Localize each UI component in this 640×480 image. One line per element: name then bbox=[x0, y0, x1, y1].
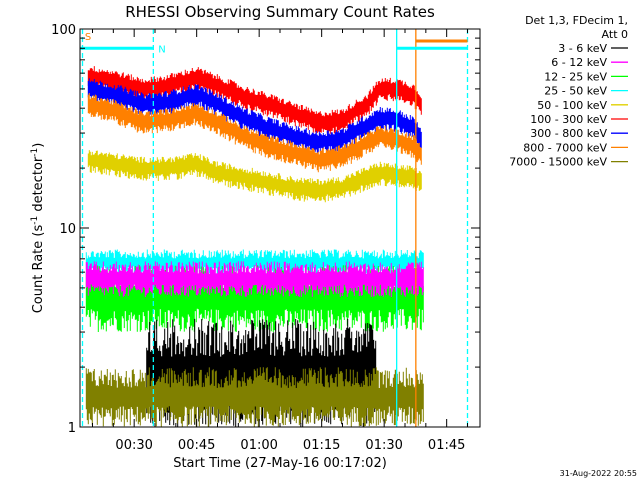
legend-label-12-25-keV: 12 - 25 keV bbox=[544, 70, 607, 83]
y-axis-label-sup: -1 bbox=[30, 216, 40, 225]
chart-title: RHESSI Observing Summary Count Rates bbox=[125, 3, 435, 21]
legend-label-100-300-keV: 100 - 300 keV bbox=[530, 113, 607, 126]
legend-label-7000-15000-keV: 7000 - 15000 keV bbox=[509, 156, 607, 169]
x-tick-label: 01:00 bbox=[240, 438, 277, 453]
y-tick-label: 100 bbox=[51, 23, 76, 38]
marker-label-S: S bbox=[85, 32, 91, 43]
marker-label-N: N bbox=[158, 44, 165, 55]
y-axis-label-main: Count Rate (s bbox=[31, 225, 46, 314]
axis-layer: 00:30 00:45 01:00 01:15 01:30 01:45 1 10 100 bbox=[51, 23, 480, 453]
series-line-300-800-keV bbox=[87, 78, 422, 153]
y-axis-label-end: ) bbox=[31, 143, 46, 148]
y-tick-label: 10 bbox=[59, 222, 76, 237]
x-tick-label: 01:15 bbox=[303, 438, 340, 453]
legend-label-25-50-keV: 25 - 50 keV bbox=[544, 85, 607, 98]
data-layer: SN bbox=[80, 29, 469, 427]
series-line-50-100-keV bbox=[87, 150, 422, 203]
series-band-6-12-keV bbox=[85, 261, 424, 297]
legend-label-3-6-keV: 3 - 6 keV bbox=[558, 42, 607, 55]
legend-label-6-12-keV: 6 - 12 keV bbox=[551, 56, 607, 69]
series-band-7000-15000-keV bbox=[85, 367, 424, 427]
series-line-800-7000-keV bbox=[87, 93, 422, 173]
legend-label-300-800-keV: 300 - 800 keV bbox=[530, 127, 607, 140]
legend-label-50-100-keV: 50 - 100 keV bbox=[537, 99, 607, 112]
series-line-100-300-keV bbox=[87, 66, 422, 134]
x-tick-label: 01:30 bbox=[365, 438, 402, 453]
x-tick-label: 00:30 bbox=[115, 438, 152, 453]
y-axis-label-mid: detector bbox=[31, 156, 46, 216]
series-band-25-50-keV bbox=[85, 249, 424, 275]
x-axis-label: Start Time (27-May-16 00:17:02) bbox=[173, 456, 387, 471]
x-tick-label: 01:45 bbox=[428, 438, 465, 453]
legend-header-line-2: Att 0 bbox=[602, 28, 628, 41]
x-tick-label: 00:45 bbox=[178, 438, 215, 453]
y-axis-label-sup2: -1 bbox=[30, 148, 40, 157]
legend-label-800-7000-keV: 800 - 7000 keV bbox=[523, 141, 607, 154]
legend-header-line-1: Det 1,3, FDecim 1, bbox=[525, 14, 628, 27]
y-axis-label: Count Rate (s-1 detector-1) bbox=[30, 143, 46, 314]
y-tick-label: 1 bbox=[68, 421, 76, 436]
footer-date: 31-Aug-2022 20:55 bbox=[560, 469, 637, 478]
